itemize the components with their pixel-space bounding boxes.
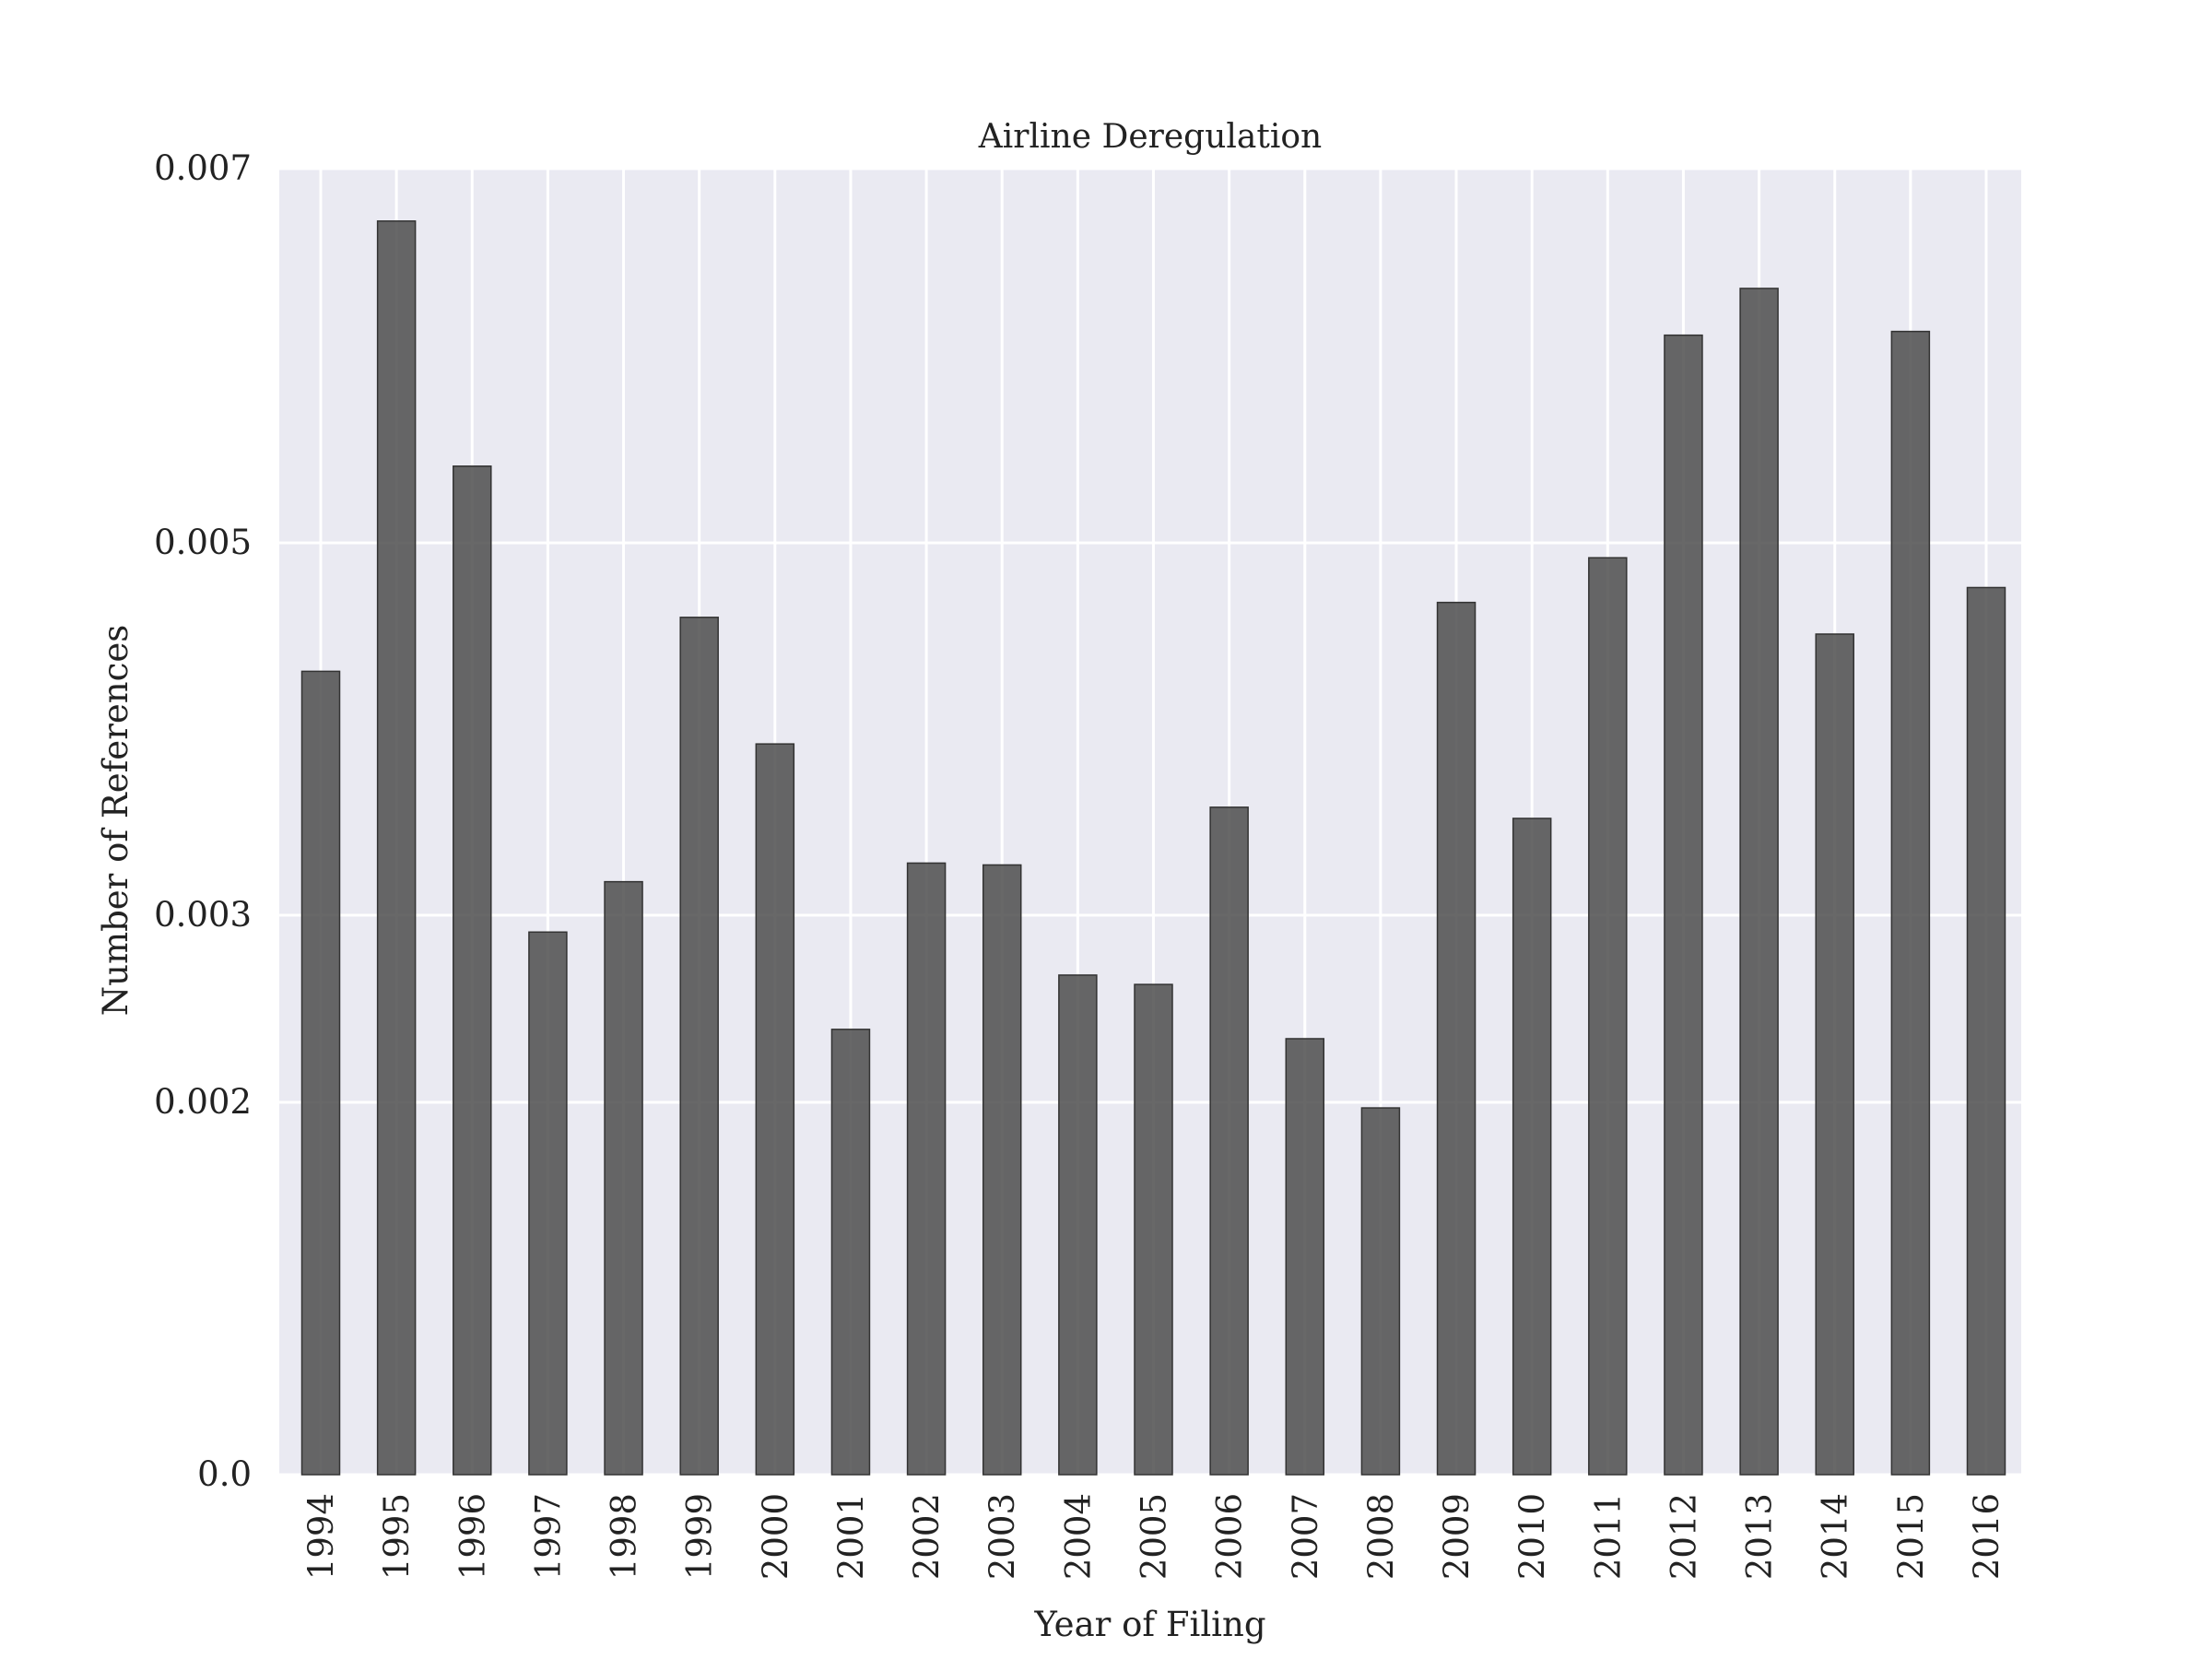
bar-1999 [679,617,719,1476]
chart-title: Airline Deregulation [978,118,1322,156]
bar-2007 [1285,1038,1325,1476]
bar-2012 [1664,334,1703,1476]
bar-2014 [1815,633,1854,1476]
bar-2008 [1360,1107,1401,1476]
x-tick-label: 2013 [1740,1493,1780,1580]
bar-2005 [1134,983,1173,1476]
x-tick-label: 2014 [1816,1493,1855,1580]
bar-1994 [300,670,341,1476]
x-tick-label: 2001 [831,1493,871,1580]
y-tick-labels: 0.0 0.002 0.003 0.005 0.007 [154,148,252,1494]
x-tick-label: 1995 [377,1493,417,1580]
x-tick-label: 2003 [982,1493,1022,1580]
bar-2016 [1966,586,2006,1476]
x-tick-label: 1999 [680,1493,720,1580]
bar-2013 [1739,288,1779,1476]
y-axis-label: Number of References [96,625,135,1016]
bar-2010 [1512,818,1552,1476]
bar-2015 [1890,330,1931,1476]
y-tick-label: 0.005 [154,523,252,562]
bar-1995 [376,220,417,1476]
bars [300,220,2006,1476]
bar-1998 [604,880,643,1476]
x-tick-label: 2009 [1437,1493,1477,1580]
bar-2000 [755,743,795,1476]
bar-2002 [906,862,947,1476]
y-tick-label: 0.007 [154,148,252,188]
bar-2004 [1058,974,1098,1476]
x-tick-label: 2016 [1967,1493,2006,1580]
x-tick-label: 2008 [1361,1493,1401,1580]
x-tick-label: 2006 [1210,1493,1250,1580]
bar-2011 [1588,557,1628,1476]
bar-1997 [528,931,568,1476]
x-tick-label: 2012 [1664,1493,1703,1580]
x-tick-labels: 1994 1995 1996 1997 1998 1999 2000 2001 2002 2003… [301,1493,2006,1580]
x-tick-label: 2011 [1588,1493,1628,1580]
x-tick-label: 2015 [1891,1493,1931,1580]
y-tick-label: 0.002 [154,1082,252,1122]
bar-1996 [453,465,492,1476]
x-tick-label: 2010 [1512,1493,1552,1580]
y-tick-label: 0.0 [197,1454,252,1494]
bar-2009 [1436,601,1477,1476]
x-tick-label: 1998 [605,1493,644,1580]
x-tick-label: 2007 [1286,1493,1325,1580]
x-tick-label: 2005 [1135,1493,1174,1580]
x-tick-label: 2000 [756,1493,795,1580]
x-tick-label: 1997 [528,1493,568,1580]
x-axis-label: Year of Filing [1033,1605,1265,1644]
x-tick-label: 1994 [301,1493,341,1580]
bar-2001 [830,1029,871,1476]
bar-2006 [1209,806,1249,1476]
y-tick-label: 0.003 [154,895,252,935]
x-tick-label: 2004 [1058,1493,1098,1580]
x-tick-label: 2002 [907,1493,947,1580]
bar-2003 [982,864,1022,1476]
x-tick-label: 1996 [453,1493,492,1580]
